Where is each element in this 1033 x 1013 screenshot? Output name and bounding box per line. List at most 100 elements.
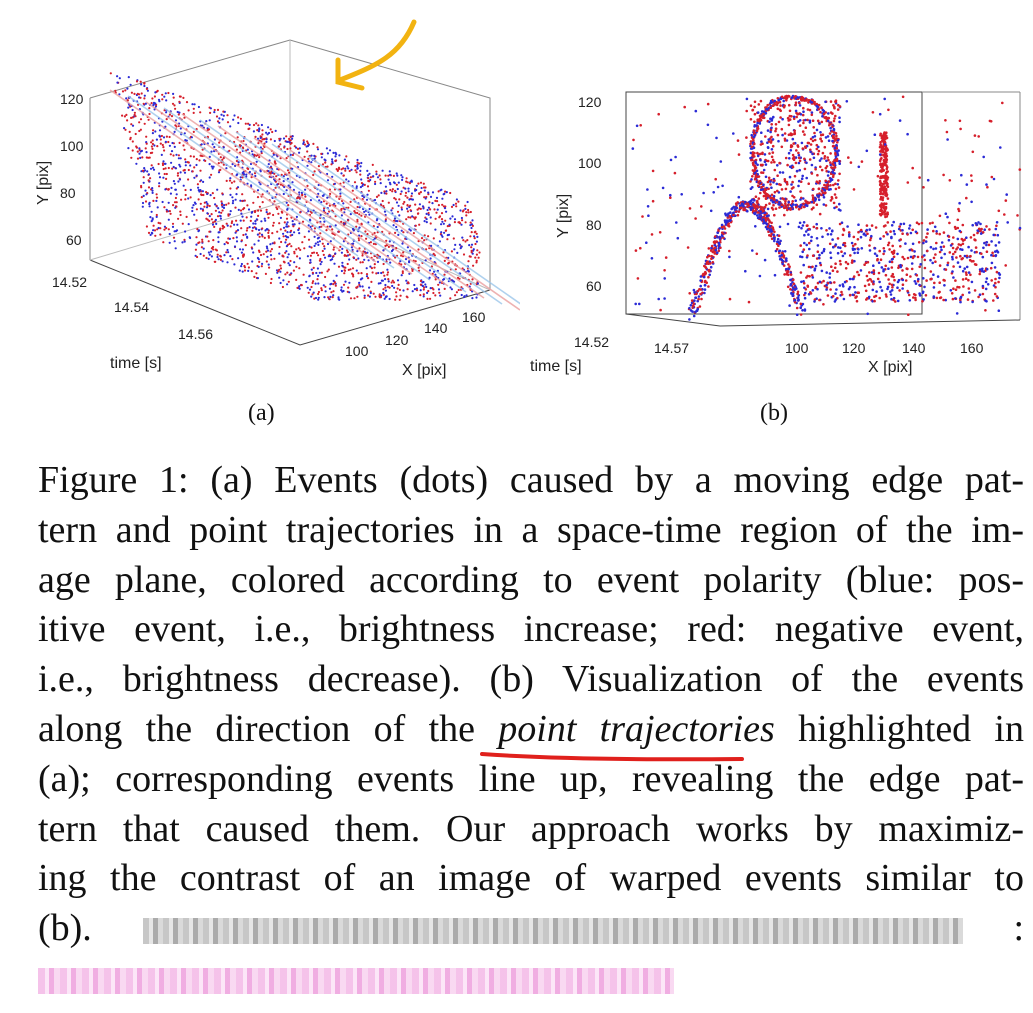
event-dot — [804, 126, 808, 129]
event-dot — [158, 182, 161, 185]
event-dot — [220, 113, 223, 116]
event-dot — [914, 230, 918, 234]
event-dot — [793, 174, 797, 178]
event-dot — [692, 314, 696, 318]
event-dot — [934, 260, 937, 264]
event-dot — [819, 137, 822, 141]
event-dot — [337, 296, 340, 299]
event-dot — [829, 288, 832, 291]
event-dot — [890, 260, 894, 264]
event-dot — [631, 147, 635, 150]
event-dot — [333, 262, 336, 265]
event-dot — [434, 294, 437, 297]
event-dot — [260, 220, 263, 223]
event-dot — [969, 273, 972, 277]
event-dot — [907, 293, 911, 297]
event-dot — [809, 143, 813, 146]
event-dot — [883, 137, 887, 141]
event-dot — [216, 188, 219, 191]
event-dot — [265, 245, 268, 248]
event-dot — [883, 131, 886, 134]
event-dot — [179, 157, 182, 160]
event-dot — [465, 294, 468, 297]
event-dot — [917, 277, 920, 281]
event-dot — [229, 210, 232, 213]
event-dot — [396, 287, 399, 290]
event-dot — [292, 225, 295, 228]
event-dot — [343, 269, 346, 272]
event-dot — [965, 183, 969, 186]
event-dot — [829, 281, 832, 284]
event-dot — [394, 298, 397, 301]
event-dot — [967, 271, 971, 274]
event-dot — [222, 146, 225, 149]
event-dot — [241, 215, 244, 218]
event-dot — [118, 93, 121, 96]
event-dot — [409, 209, 412, 212]
event-dot — [848, 293, 852, 297]
event-dot — [123, 115, 126, 118]
event-dot — [843, 280, 847, 284]
event-dot — [801, 113, 805, 117]
event-dot — [788, 95, 791, 98]
event-dot — [133, 92, 136, 95]
event-dot — [810, 163, 814, 167]
event-dot — [745, 136, 748, 139]
event-dot — [213, 260, 216, 263]
event-dot — [246, 204, 249, 207]
event-dot — [174, 167, 178, 170]
event-dot — [447, 261, 450, 264]
event-dot — [885, 184, 889, 187]
event-dot — [436, 200, 439, 203]
event-dot — [418, 192, 421, 195]
event-dot — [879, 209, 882, 212]
event-dot — [834, 262, 837, 266]
event-dot — [994, 227, 998, 231]
event-dot — [753, 199, 756, 202]
event-dot — [209, 194, 212, 197]
event-dot — [240, 239, 243, 242]
event-dot — [341, 247, 344, 250]
event-dot — [924, 240, 928, 243]
event-dot — [339, 245, 342, 248]
event-dot — [302, 273, 305, 276]
event-dot — [324, 285, 327, 288]
event-dot — [749, 180, 752, 183]
event-dot — [884, 264, 887, 268]
event-dot — [871, 288, 875, 292]
event-dot — [131, 108, 134, 112]
event-dot — [318, 240, 321, 243]
event-dot — [754, 195, 758, 198]
event-dot — [794, 95, 797, 98]
event-dot — [891, 272, 895, 276]
event-dot — [469, 235, 472, 238]
event-dot — [269, 250, 272, 253]
event-dot — [131, 140, 134, 143]
event-dot — [884, 212, 888, 216]
event-dot — [181, 241, 184, 244]
event-dot — [217, 236, 220, 239]
event-dot — [385, 258, 388, 261]
event-dot — [252, 123, 256, 127]
event-dot — [167, 218, 170, 221]
event-dot — [177, 157, 180, 160]
event-dot — [234, 164, 237, 167]
event-dot — [216, 120, 220, 123]
event-dot — [713, 252, 717, 255]
event-dot — [427, 206, 430, 209]
event-dot — [813, 131, 816, 135]
event-dot — [850, 261, 854, 264]
caption-line: age plane, colored according to event po… — [38, 558, 1024, 601]
event-dot — [829, 161, 832, 164]
event-dot — [834, 298, 838, 301]
event-dot — [970, 280, 974, 284]
event-dot — [205, 191, 208, 194]
event-dot — [429, 287, 432, 290]
event-dot — [827, 180, 830, 183]
event-dot — [387, 174, 390, 177]
event-dot — [386, 285, 389, 288]
event-dot — [313, 154, 316, 157]
event-dot — [965, 273, 968, 277]
event-dot — [170, 115, 174, 118]
event-dot — [951, 297, 955, 301]
